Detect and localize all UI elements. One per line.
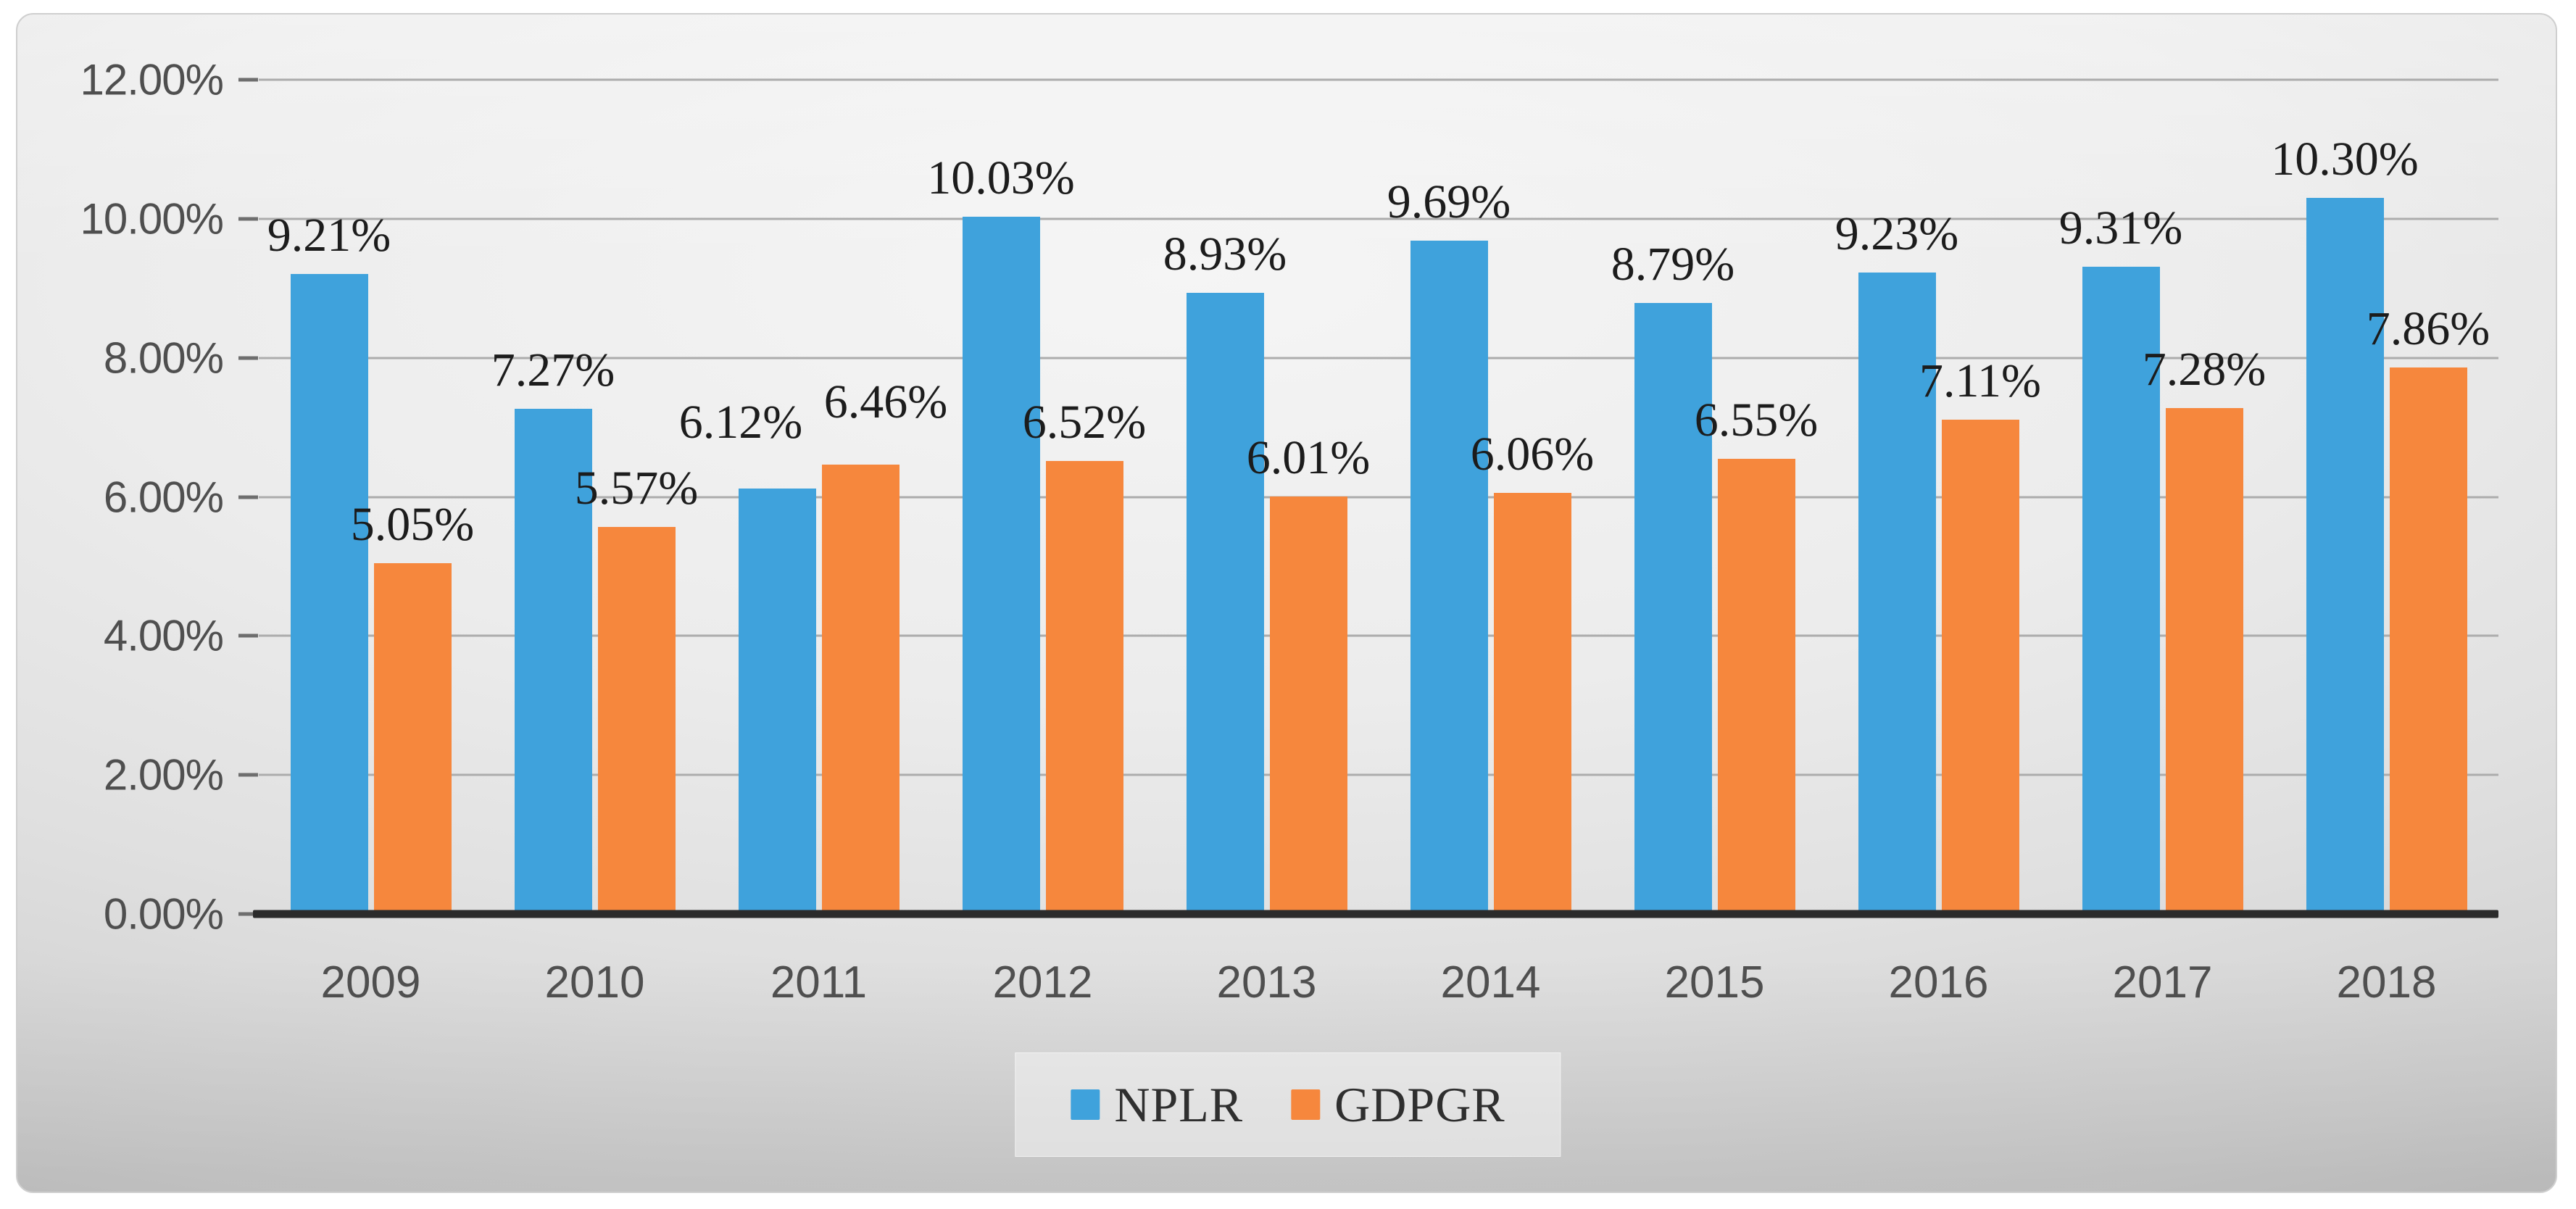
- x-axis-label-2009: 2009: [320, 957, 421, 1008]
- bar-groups: 9.21% 5.05% 7.27% 5.57% 6.12% 6.46% 10.03% 6.52…: [259, 80, 2498, 914]
- gridline: [259, 773, 2498, 776]
- data-label-nplr-2017: 9.31%: [2058, 202, 2183, 255]
- y-axis-tick-label: 2.00%: [103, 750, 224, 799]
- bar-group-2016: 9.23% 7.11%: [1827, 80, 2051, 914]
- x-axis-line: [253, 910, 2498, 918]
- data-label-nplr-2010: 7.27%: [491, 343, 615, 396]
- bar-gdpgr-2017: [2165, 407, 2243, 914]
- x-axis-label-2017: 2017: [2112, 957, 2213, 1008]
- legend-label: NPLR: [1114, 1076, 1244, 1132]
- data-label-gdpgr-2017: 7.28%: [2142, 342, 2267, 396]
- data-label-gdpgr-2014: 6.06%: [1470, 427, 1595, 481]
- data-label-nplr-2012: 10.03%: [927, 151, 1075, 204]
- bar-gdpgr-2012: [1045, 460, 1123, 914]
- bar-gdpgr-2016: [1941, 420, 2019, 914]
- y-axis-tick-label: 0.00%: [103, 889, 224, 939]
- gridline: [259, 496, 2498, 498]
- bar-gdpgr-2010: [597, 526, 676, 914]
- legend-swatch-icon: [1291, 1089, 1321, 1120]
- data-label-gdpgr-2013: 6.01%: [1246, 431, 1371, 484]
- x-axis-label-2015: 2015: [1664, 957, 1765, 1008]
- y-axis-tick: [238, 495, 258, 499]
- y-axis-tick: [238, 773, 258, 777]
- x-axis-label-2013: 2013: [1216, 957, 1317, 1008]
- bar-nplr-2016: [1858, 272, 1936, 914]
- data-label-nplr-2016: 9.23%: [1835, 207, 1959, 260]
- bar-gdpgr-2011: [821, 465, 899, 914]
- bar-nplr-2010: [514, 408, 592, 914]
- bar-group-2012: 10.03% 6.52%: [927, 80, 1155, 914]
- bar-group-2009: 9.21% 5.05%: [259, 80, 483, 914]
- bar-nplr-2014: [1410, 240, 1488, 914]
- bar-group-2011: 6.12% 6.46%: [679, 80, 947, 914]
- y-axis-tick: [238, 217, 258, 221]
- x-axis-label-2018: 2018: [2336, 957, 2437, 1008]
- bar-gdpgr-2013: [1269, 496, 1347, 914]
- legend-label: GDPGR: [1334, 1076, 1505, 1132]
- y-axis-tick-label: 8.00%: [103, 333, 224, 383]
- bar-gdpgr-2009: [373, 562, 452, 914]
- bar-nplr-2012: [962, 216, 1040, 914]
- gridline: [259, 357, 2498, 360]
- y-axis-tick-label: 10.00%: [80, 194, 224, 244]
- bar-gdpgr-2014: [1493, 492, 1571, 914]
- bar-group-2017: 9.31% 7.28%: [2051, 80, 2274, 914]
- bar-nplr-2009: [290, 273, 368, 914]
- bar-group-2015: 8.79% 6.55%: [1603, 80, 1827, 914]
- data-label-nplr-2011: 6.12%: [678, 396, 803, 449]
- bar-group-2010: 7.27% 5.57%: [483, 80, 707, 914]
- data-label-gdpgr-2016: 7.11%: [1919, 354, 2042, 408]
- data-label-gdpgr-2018: 7.86%: [2366, 302, 2490, 356]
- bar-nplr-2011: [738, 489, 816, 914]
- data-label-nplr-2018: 10.30%: [2271, 133, 2419, 186]
- bar-group-2014: 9.69% 6.06%: [1379, 80, 1603, 914]
- data-label-gdpgr-2009: 5.05%: [350, 497, 475, 551]
- y-axis-tick: [238, 633, 258, 638]
- gridline: [259, 78, 2498, 81]
- bar-group-2018: 10.30% 7.86%: [2271, 80, 2498, 914]
- x-axis-labels: 2009 2010 2011 2012 2013 2014 2015 2016 2017 2018: [259, 950, 2498, 1015]
- legend-item-nplr: NPLR: [1071, 1076, 1243, 1134]
- legend-item-gdpgr: GDPGR: [1291, 1076, 1505, 1134]
- y-axis-tick-label: 4.00%: [103, 611, 224, 660]
- bar-nplr-2013: [1186, 293, 1264, 914]
- data-label-gdpgr-2010: 5.57%: [574, 461, 699, 515]
- data-label-nplr-2009: 9.21%: [267, 208, 391, 262]
- y-axis-labels: 0.00% 2.00% 4.00% 6.00% 8.00% 10.00% 12.00%: [0, 56, 225, 939]
- y-axis-tick: [238, 912, 258, 916]
- x-axis-label-2010: 2010: [544, 957, 645, 1008]
- y-axis-tick-label: 6.00%: [103, 473, 224, 521]
- bar-nplr-2017: [2082, 267, 2160, 914]
- bar-nplr-2015: [1634, 302, 1712, 914]
- x-axis-label-2016: 2016: [1888, 957, 1989, 1008]
- data-label-nplr-2014: 9.69%: [1387, 175, 1511, 228]
- bar-gdpgr-2018: [2389, 367, 2467, 914]
- gridline: [259, 634, 2498, 637]
- y-axis-tick-label: 12.00%: [80, 55, 224, 104]
- bar-gdpgr-2015: [1717, 458, 1795, 914]
- data-label-nplr-2015: 8.79%: [1611, 237, 1735, 291]
- plot-area: [238, 78, 2498, 916]
- legend-swatch-icon: [1071, 1089, 1100, 1120]
- data-label-gdpgr-2011: 6.46%: [823, 375, 948, 429]
- data-label-nplr-2013: 8.93%: [1163, 228, 1287, 281]
- x-axis-label-2011: 2011: [770, 957, 868, 1008]
- bar-group-2013: 8.93% 6.01%: [1155, 80, 1379, 914]
- x-axis-label-2014: 2014: [1440, 957, 1541, 1008]
- gridline: [259, 217, 2498, 220]
- data-label-gdpgr-2012: 6.52%: [1022, 395, 1147, 449]
- y-axis-tick: [238, 78, 258, 82]
- bar-nplr-2018: [2306, 198, 2384, 914]
- data-label-gdpgr-2015: 6.55%: [1694, 393, 1819, 446]
- y-axis-tick: [238, 356, 258, 360]
- x-axis-label-2012: 2012: [992, 957, 1093, 1008]
- legend: NPLR GDPGR: [1015, 1052, 1561, 1157]
